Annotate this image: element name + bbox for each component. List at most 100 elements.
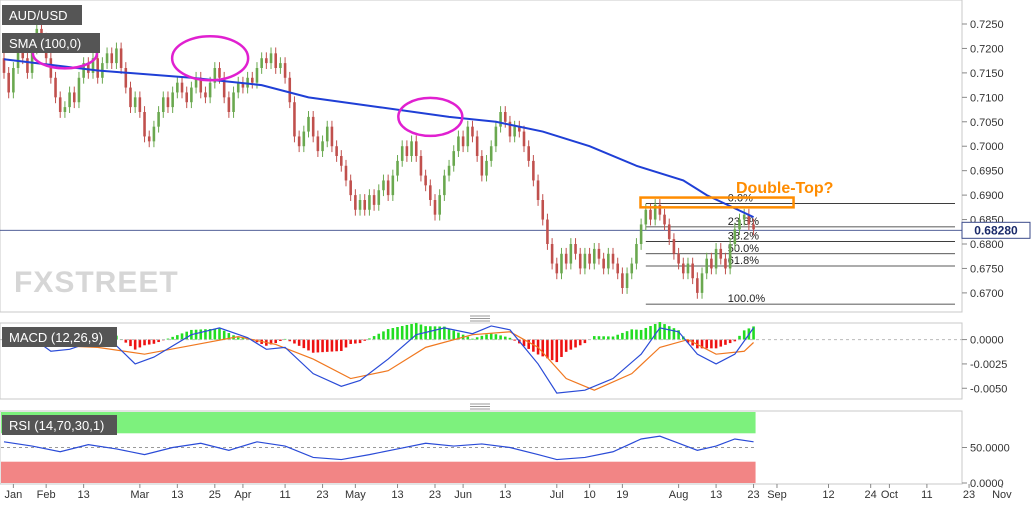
macd-histogram-bar (480, 335, 484, 340)
macd-histogram-bar (494, 334, 498, 340)
candle-body (190, 87, 193, 103)
macd-histogram-bar (503, 336, 507, 340)
macd-histogram-bar (541, 339, 545, 357)
macd-histogram-bar (157, 339, 160, 343)
macd-histogram-bar (611, 336, 615, 340)
x-tick-label: 24 (865, 489, 877, 501)
candle-body (630, 263, 634, 274)
candle-body (110, 53, 114, 64)
macd-histogram-bar (405, 324, 409, 340)
candle-body (227, 97, 231, 112)
candle-body (349, 180, 352, 196)
candle-body (714, 248, 718, 269)
candle-body (742, 214, 746, 220)
x-tick-label: 23 (429, 489, 441, 501)
candle-body (251, 77, 254, 83)
macd-histogram-bar (728, 339, 732, 344)
macd-histogram-bar (302, 339, 306, 349)
macd-histogram-bar (550, 339, 554, 361)
x-tick-label: Oct (881, 489, 898, 501)
candle-body (265, 58, 268, 64)
candle-body (194, 77, 198, 88)
candle-body (354, 195, 357, 210)
macd-histogram-bar (241, 338, 245, 340)
x-tick-label: 23 (316, 489, 328, 501)
highlights (31, 34, 795, 209)
macd-histogram-bar (508, 337, 512, 340)
sma-label: SMA (100,0) (9, 36, 81, 51)
x-tick-label: 19 (616, 489, 628, 501)
x-tick-label: 12 (822, 489, 834, 501)
macd-histogram-bar (649, 325, 652, 340)
candle-body (87, 63, 90, 73)
panel-splitter-2[interactable] (470, 403, 490, 410)
fib-label: 100.0% (728, 293, 766, 305)
double-top-box (639, 196, 795, 209)
macd-histogram-bar (752, 326, 755, 340)
macd-histogram-bar (358, 339, 362, 344)
rsi-tick-label: 50.0000 (970, 443, 1010, 455)
macd-histogram-bar (208, 329, 212, 340)
candle-body (438, 195, 441, 215)
macd-histogram-bar (152, 339, 156, 344)
candle-body (21, 48, 25, 59)
x-tick-label: 10 (583, 489, 595, 501)
candle-body (733, 229, 737, 244)
panel-splitter-1[interactable] (470, 315, 490, 322)
candle-body (358, 200, 362, 210)
candle-body (681, 263, 685, 274)
macd-histogram-bar (274, 339, 278, 344)
candle-body (532, 160, 535, 181)
candle-body (255, 68, 259, 83)
macd-histogram-bar (344, 339, 348, 348)
candle-body (72, 92, 76, 103)
candle-body (7, 72, 10, 93)
macd-histogram-bar (176, 335, 179, 340)
candle-body (663, 214, 666, 225)
macd-histogram-bar (400, 325, 404, 340)
macd-histogram-bar (592, 336, 596, 340)
price-tick-label: 0.6950 (970, 166, 1004, 178)
candle-body (232, 92, 235, 112)
x-tick-label: 23 (747, 489, 759, 501)
candle-body (199, 77, 203, 93)
candle-body (340, 156, 343, 166)
x-tick-label: 11 (921, 489, 932, 501)
candle-body (419, 156, 423, 176)
candle-body (513, 126, 516, 137)
macd-histogram-bar (475, 337, 479, 340)
macd-histogram-bar (283, 338, 287, 340)
rsi-bands (1, 412, 756, 483)
macd-histogram-bar (686, 339, 690, 343)
macd-histogram-bar (288, 339, 292, 342)
macd-histogram-bar (443, 326, 446, 340)
candle-body (564, 253, 568, 264)
candle-body (433, 200, 437, 215)
macd-histogram-bar (194, 329, 198, 340)
macd-histogram-bar (564, 339, 568, 352)
candle-body (518, 126, 521, 132)
peak-highlight-circle (397, 96, 464, 138)
macd-histogram-bar (316, 339, 320, 353)
candle-body (176, 82, 179, 93)
rsi-group (3, 435, 754, 461)
candle-body (161, 97, 165, 112)
macd-histogram-bar (279, 339, 282, 342)
candle-body (311, 116, 315, 137)
candle-body (588, 253, 591, 264)
candle-body (166, 97, 170, 108)
candle-body (574, 244, 577, 254)
x-tick-label: Jun (454, 489, 472, 501)
candle-body (724, 258, 727, 269)
candle-body (578, 253, 582, 269)
candle-body (738, 219, 741, 230)
macd-line (3, 325, 755, 394)
candle-body (555, 263, 559, 274)
candle-body (82, 63, 85, 78)
macd-histogram-bar (138, 339, 142, 348)
rsi-label: RSI (14,70,30,1) (9, 418, 104, 433)
candle-body (269, 53, 273, 64)
candle-body (236, 82, 240, 93)
price-tick-label: 0.7100 (970, 92, 1004, 104)
